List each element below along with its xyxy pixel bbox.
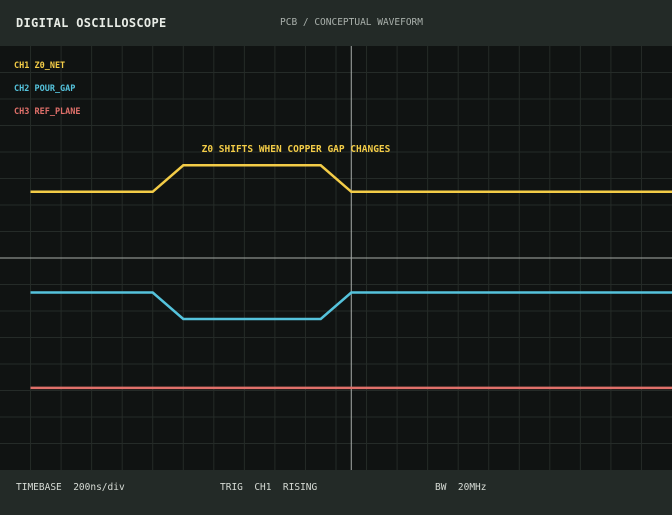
channel-legend: CH1 Z0_NET CH2 POUR_GAP CH3 REF_PLANE — [14, 61, 81, 117]
channel-label-ch1[interactable]: CH1 Z0_NET — [14, 61, 65, 71]
trigger-readout[interactable]: TRIG CH1 RISING — [220, 482, 318, 493]
channel-label-ch2[interactable]: CH2 POUR_GAP — [14, 84, 75, 94]
waveform-canvas: CH1 Z0_NET CH2 POUR_GAP CH3 REF_PLANE Z0… — [0, 46, 672, 470]
waveform-annotation: Z0 SHIFTS WHEN COPPER GAP CHANGES — [202, 144, 391, 155]
trace-layer — [30, 164, 672, 390]
bandwidth-readout[interactable]: BW 20MHz — [435, 482, 487, 493]
trace-ch2 — [30, 291, 672, 321]
center-axes — [0, 46, 672, 470]
waveform-subtitle: PCB / CONCEPTUAL WAVEFORM — [280, 17, 423, 28]
app-title: DIGITAL OSCILLOSCOPE — [16, 16, 167, 30]
channel-label-ch3[interactable]: CH3 REF_PLANE — [14, 107, 81, 117]
timebase-readout[interactable]: TIMEBASE 200ns/div — [16, 482, 125, 493]
scope-display[interactable]: CH1 Z0_NET CH2 POUR_GAP CH3 REF_PLANE Z0… — [0, 46, 672, 470]
status-bar: TIMEBASE 200ns/div TRIG CH1 RISING BW 20… — [0, 470, 672, 515]
trace-ch1 — [30, 164, 672, 194]
title-bar: DIGITAL OSCILLOSCOPE PCB / CONCEPTUAL WA… — [0, 0, 672, 46]
